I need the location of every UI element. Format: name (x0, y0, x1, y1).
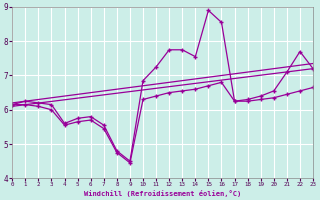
X-axis label: Windchill (Refroidissement éolien,°C): Windchill (Refroidissement éolien,°C) (84, 190, 241, 197)
